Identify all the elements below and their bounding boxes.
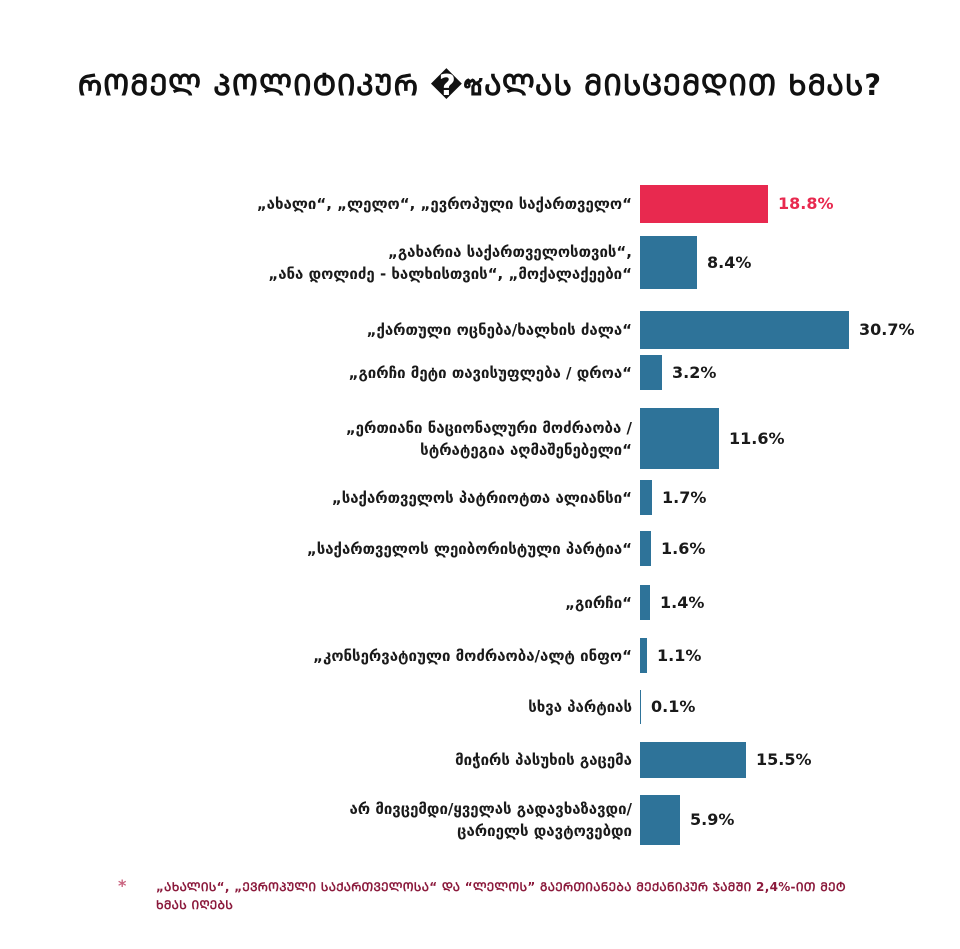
category-label-12: არ მივცემდი/ყველას გადავხაზავდი/ცარიელს …	[349, 798, 632, 842]
value-label-5: 11.6%	[729, 428, 785, 448]
category-label-line: მიჭირს პასუხის გაცემა	[455, 751, 632, 769]
footnote-marker: *	[118, 876, 127, 895]
bar-11	[640, 742, 746, 778]
category-label-11: მიჭირს პასუხის გაცემა	[455, 749, 632, 771]
bar-3	[640, 311, 849, 349]
category-label-line: „გირჩი მეტი თავისუფლება / დროა“	[348, 363, 632, 382]
bar-1	[640, 185, 768, 223]
category-label-7: „საქართველოს ლეიბორისტული პარტია“	[307, 538, 632, 560]
value-label-10: 0.1%	[651, 697, 696, 716]
value-label-4: 3.2%	[672, 362, 717, 382]
bar-8	[640, 585, 650, 620]
category-label-line: „ერთიანი ნაციონალური მოძრაობა /	[345, 418, 632, 437]
category-label-line: სტრატეგია აღმაშენებელი“	[420, 440, 632, 459]
value-label-11: 15.5%	[756, 750, 812, 769]
category-label-3: „ქართული ოცნება/ხალხის ძალა“	[367, 319, 632, 341]
category-label-1: „ახალი“, „ლელო“, „ევროპული საქართველო“	[257, 193, 632, 215]
bar-2	[640, 236, 697, 289]
bar-7	[640, 531, 651, 566]
chart-title: ᲠᲝᲛᲔᲚ ᲞᲝᲚᲘᲢᲘᲙᲣᲠ �ซᲐᲚᲐᲡ ᲛᲘᲡᲪᲔᲛᲓᲘᲗ ᲮᲛᲐᲡ?	[77, 68, 883, 102]
bar-4	[640, 355, 662, 390]
value-label-3: 30.7%	[859, 320, 915, 339]
footnote-text: „ᲐᲮᲐᲚᲘᲡ“, „ᲔᲕᲠᲝᲞᲣᲚᲘ ᲡᲐᲥᲐᲠᲗᲕᲔᲚᲝᲡᲐ“ ᲓᲐ “ᲚᲔ…	[156, 880, 846, 912]
category-label-4: „გირჩი მეტი თავისუფლება / დროა“	[349, 362, 632, 384]
value-label-1: 18.8%	[778, 194, 834, 213]
category-label-9: „კონსერვატიული მოძრაობა/ალტ ინფო“	[313, 645, 632, 667]
category-label-line: „საქართველოს ლეიბორისტული პარტია“	[306, 539, 632, 558]
category-label-line: „ქართული ოცნება/ხალხის ძალა“	[366, 321, 632, 339]
category-label-line: სხვა პარტიას	[528, 698, 632, 716]
category-label-line: ცარიელს დავტოვებდი	[457, 822, 632, 840]
bar-10	[640, 690, 641, 724]
bar-5	[640, 408, 719, 469]
bar-12	[640, 795, 680, 845]
value-label-2: 8.4%	[707, 252, 752, 272]
category-label-line: „ანა დოლიძე - ხალხისთვის“, „მოქალაქეები“	[268, 264, 632, 283]
bar-9	[640, 638, 647, 673]
category-label-8: „გირჩი“	[565, 592, 632, 614]
bar-6	[640, 480, 652, 515]
category-label-5: „ერთიანი ნაციონალური მოძრაობა / სტრატეგია…	[346, 417, 632, 461]
category-label-10: სხვა პარტიას	[528, 696, 632, 718]
value-label-7: 1.6%	[661, 538, 706, 558]
category-label-6: „საქართველოს პატრიოტთა ალიანსი“	[332, 487, 632, 509]
value-label-8: 1.4%	[660, 592, 705, 612]
value-label-6: 1.7%	[662, 487, 707, 507]
category-label-line: „საქართველოს პატრიოტთა ალიანსი“	[331, 488, 632, 507]
category-label-line: „ახალი“, „ლელო“, „ევროპული საქართველო“	[256, 195, 632, 213]
category-label-2: „გახარია საქართველოსთვის“, „ანა დოლიძე - …	[268, 241, 632, 285]
category-label-line: „გახარია საქართველოსთვის“,	[387, 242, 632, 261]
value-label-12: 5.9%	[690, 810, 735, 829]
category-label-line: „კონსერვატიული მოძრაობა/ალტ ინფო“	[313, 646, 632, 665]
category-label-line: არ მივცემდი/ყველას გადავხაზავდი/	[349, 800, 632, 818]
value-label-9: 1.1%	[657, 645, 702, 665]
category-label-line: „გირჩი“	[565, 593, 632, 612]
